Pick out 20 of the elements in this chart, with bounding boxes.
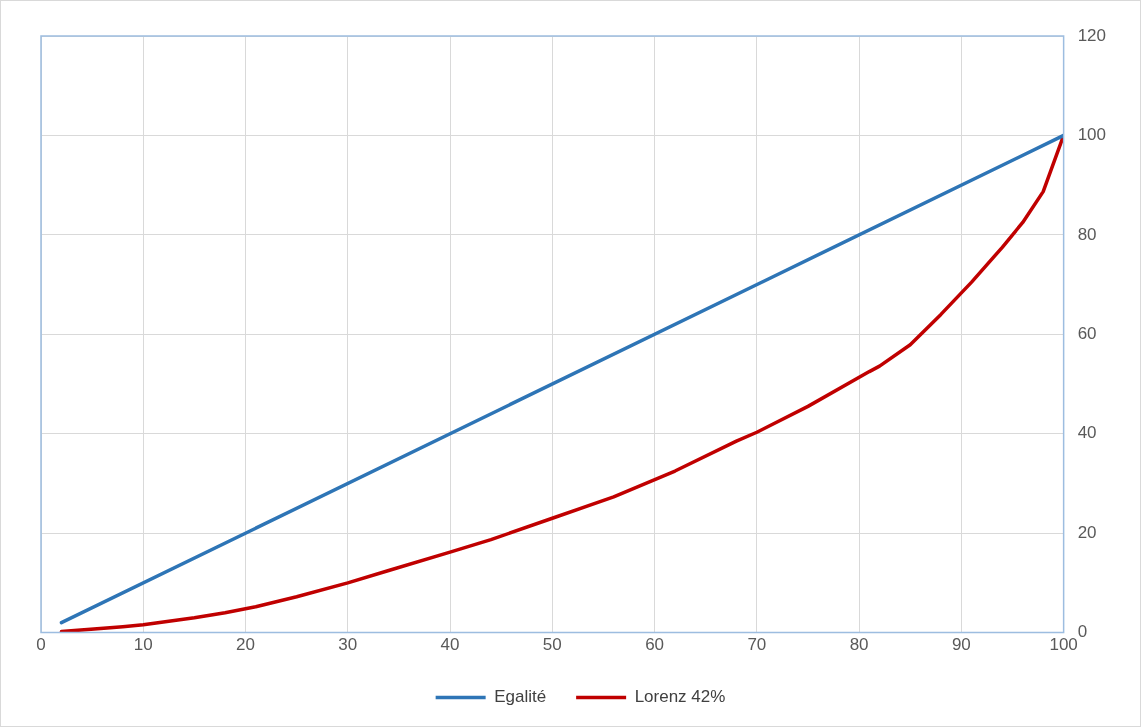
x-tick-label: 90 (951, 635, 971, 655)
y-tick-label: 100 (1077, 125, 1107, 145)
y-tick-label: 0 (1077, 622, 1088, 642)
legend-label: Egalité (494, 687, 547, 707)
y-tick-label: 40 (1077, 423, 1097, 443)
y-tick-label: 20 (1077, 522, 1097, 542)
legend-label: Lorenz 42% (634, 687, 726, 707)
y-tick-label: 60 (1077, 323, 1097, 343)
x-tick-label: 50 (542, 635, 562, 655)
y-tick-label: 120 (1077, 25, 1107, 45)
x-tick-label: 20 (236, 635, 255, 655)
x-tick-label: 70 (747, 635, 767, 655)
x-tick-label: 40 (440, 635, 460, 655)
x-tick-label: 60 (645, 635, 665, 655)
x-tick-label: 30 (338, 635, 358, 655)
x-tick-label: 80 (849, 635, 869, 655)
x-tick-label: 10 (133, 635, 153, 655)
x-tick-label: 100 (1049, 635, 1078, 655)
y-tick-label: 80 (1077, 224, 1097, 244)
x-tick-label: 0 (36, 635, 46, 655)
